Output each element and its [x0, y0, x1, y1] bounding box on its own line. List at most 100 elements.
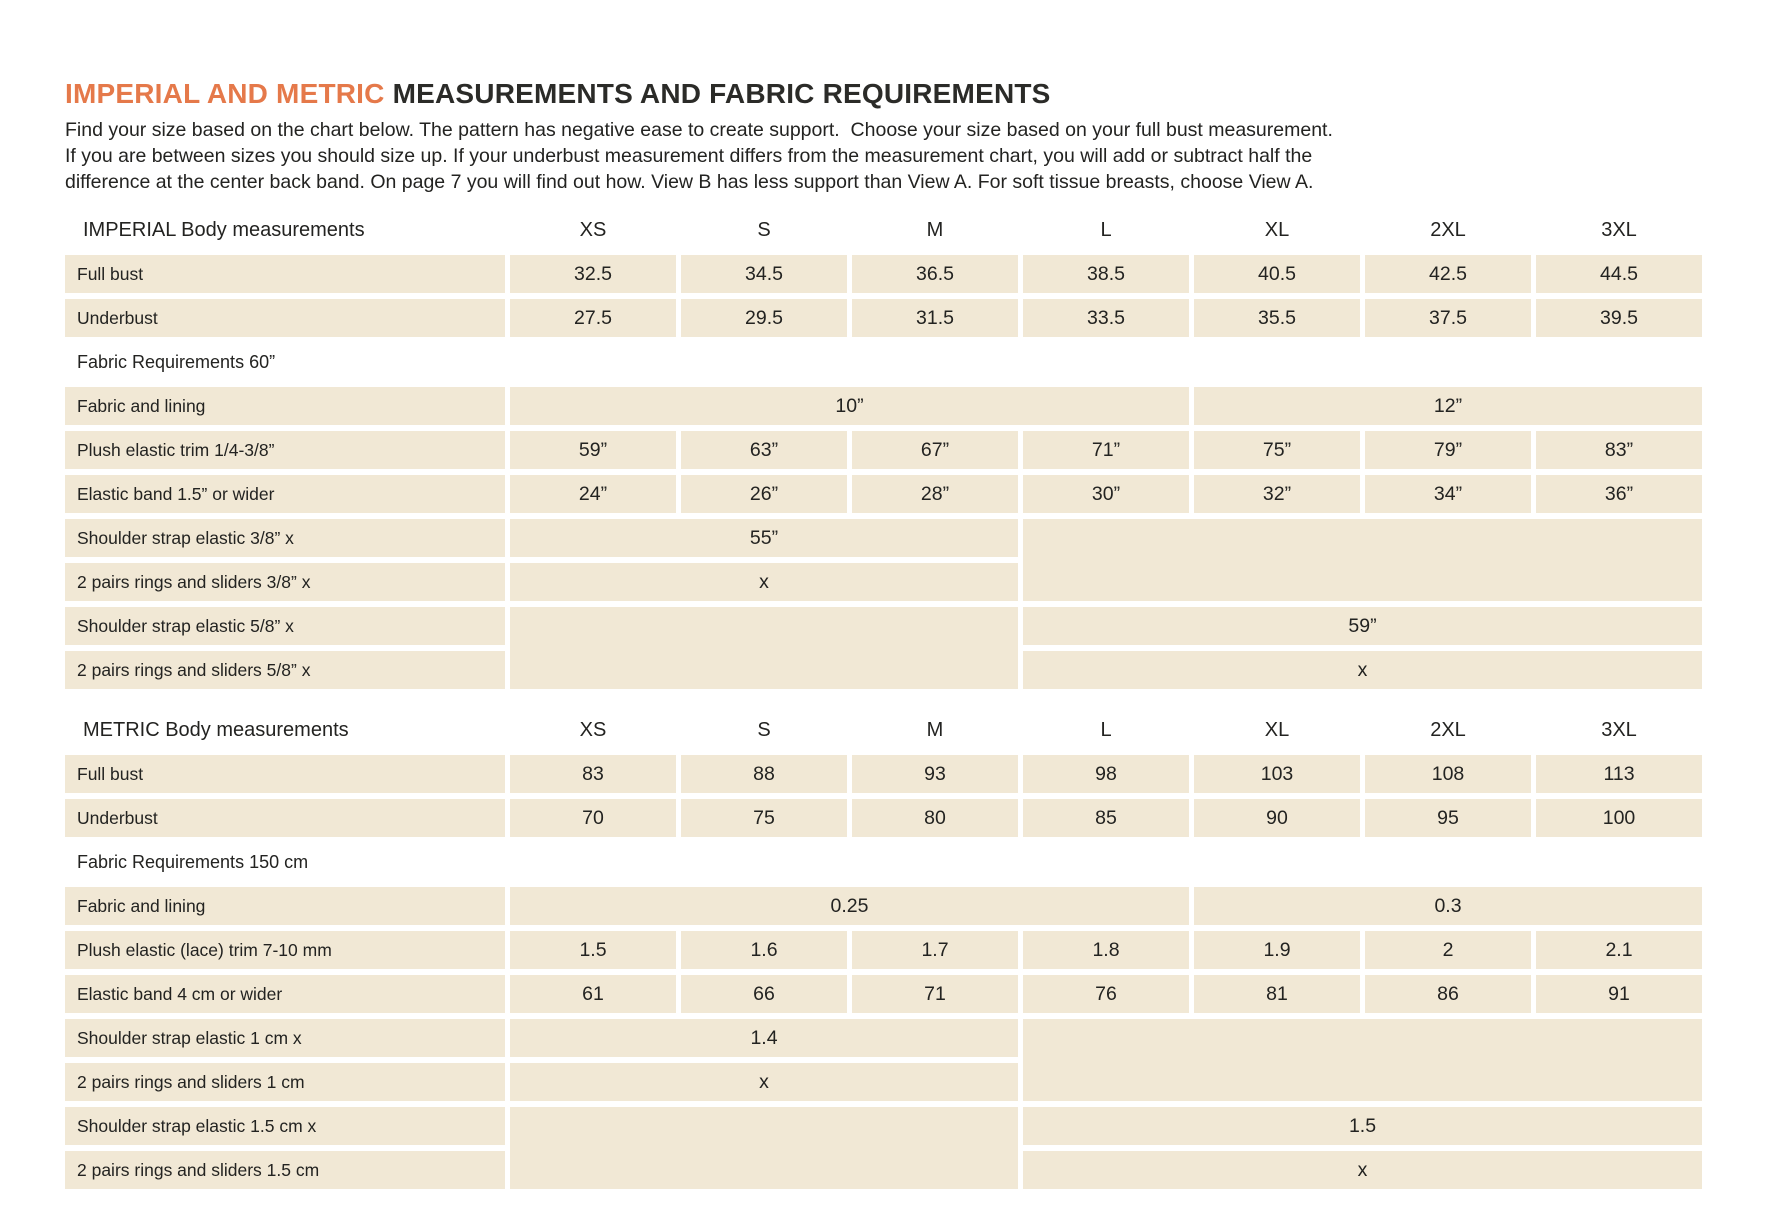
value-cell: 1.9: [1194, 931, 1360, 969]
size-header: XS: [579, 718, 607, 741]
value-cell: x: [510, 1063, 1018, 1101]
value-cell: 75: [681, 799, 847, 837]
value-cell: 38.5: [1023, 255, 1189, 293]
value-cell: 75”: [1194, 431, 1360, 469]
row-label: Plush elastic trim 1/4-3/8”: [65, 431, 505, 469]
size-header: 3XL: [1601, 718, 1637, 741]
table-header: IMPERIAL Body measurements: [83, 218, 365, 241]
table-header: METRIC Body measurements: [83, 718, 349, 741]
row-label: Fabric and lining: [65, 387, 505, 425]
value-cell: 55”: [510, 519, 1018, 557]
page-title-accent: IMPERIAL AND METRIC: [65, 78, 385, 109]
value-cell: 67”: [852, 431, 1018, 469]
size-header: L: [1100, 218, 1112, 241]
value-cell: 0.3: [1194, 887, 1702, 925]
value-cell: 71”: [1023, 431, 1189, 469]
value-cell: 86: [1365, 975, 1531, 1013]
value-cell: 113: [1536, 755, 1702, 793]
value-cell: 2.1: [1536, 931, 1702, 969]
value-cell: 42.5: [1365, 255, 1531, 293]
imperial-measurements-table: IMPERIAL Body measurements XS S M L XL 2XL 3XL F…: [65, 211, 1702, 689]
value-cell: 1.4: [510, 1019, 1018, 1057]
row-label: 2 pairs rings and sliders 5/8” x: [65, 651, 505, 689]
page-title: IMPERIAL AND METRIC MEASUREMENTS AND FAB…: [0, 0, 1774, 110]
value-cell: 36.5: [852, 255, 1018, 293]
value-cell: 63”: [681, 431, 847, 469]
value-cell: 98: [1023, 755, 1189, 793]
value-cell: 29.5: [681, 299, 847, 337]
value-cell: 36”: [1536, 475, 1702, 513]
value-cell: 100: [1536, 799, 1702, 837]
value-cell: 31.5: [852, 299, 1018, 337]
value-cell: 35.5: [1194, 299, 1360, 337]
value-cell: 1.7: [852, 931, 1018, 969]
size-header: XS: [579, 218, 607, 241]
value-cell: 27.5: [510, 299, 676, 337]
value-cell: 81: [1194, 975, 1360, 1013]
size-header: 2XL: [1430, 718, 1466, 741]
size-header: L: [1100, 718, 1112, 741]
value-cell: x: [510, 563, 1018, 601]
value-cell: x: [1023, 651, 1702, 689]
intro-line: If you are between sizes you should size…: [65, 145, 1313, 167]
value-cell: 59”: [510, 431, 676, 469]
row-label: Shoulder strap elastic 1.5 cm x: [65, 1107, 505, 1145]
size-header: M: [926, 718, 944, 741]
value-cell: 0.25: [510, 887, 1189, 925]
row-label: Plush elastic (lace) trim 7-10 mm: [65, 931, 505, 969]
value-cell: 108: [1365, 755, 1531, 793]
value-cell: 85: [1023, 799, 1189, 837]
row-label: Shoulder strap elastic 1 cm x: [65, 1019, 505, 1057]
value-cell: 30”: [1023, 475, 1189, 513]
value-cell: 34.5: [681, 255, 847, 293]
value-cell: x: [1023, 1151, 1702, 1189]
value-cell: 33.5: [1023, 299, 1189, 337]
value-cell: 26”: [681, 475, 847, 513]
value-cell: 1.6: [681, 931, 847, 969]
row-label: Underbust: [65, 799, 505, 837]
value-cell: 79”: [1365, 431, 1531, 469]
row-label: Full bust: [65, 755, 505, 793]
value-cell: 40.5: [1194, 255, 1360, 293]
value-cell: 93: [852, 755, 1018, 793]
empty-cell: [1023, 519, 1702, 601]
value-cell: 90: [1194, 799, 1360, 837]
metric-measurements-table: METRIC Body measurements XS S M L XL 2XL 3XL Ful…: [65, 711, 1702, 1189]
value-cell: 39.5: [1536, 299, 1702, 337]
value-cell: 1.5: [510, 931, 676, 969]
size-header: M: [926, 218, 944, 241]
row-label: Underbust: [65, 299, 505, 337]
value-cell: 1.8: [1023, 931, 1189, 969]
size-header: S: [757, 218, 771, 241]
row-label: Elastic band 4 cm or wider: [65, 975, 505, 1013]
value-cell: 10”: [510, 387, 1189, 425]
value-cell: 32”: [1194, 475, 1360, 513]
row-label: 2 pairs rings and sliders 1.5 cm: [65, 1151, 505, 1189]
size-header: 2XL: [1430, 218, 1466, 241]
value-cell: 34”: [1365, 475, 1531, 513]
value-cell: 28”: [852, 475, 1018, 513]
row-label: Fabric and lining: [65, 887, 505, 925]
intro-line: difference at the center back band. On p…: [65, 171, 1314, 193]
row-label: Shoulder strap elastic 3/8” x: [65, 519, 505, 557]
size-header: S: [757, 718, 771, 741]
row-label: Shoulder strap elastic 5/8” x: [65, 607, 505, 645]
value-cell: 91: [1536, 975, 1702, 1013]
value-cell: 37.5: [1365, 299, 1531, 337]
value-cell: 88: [681, 755, 847, 793]
section-label: Fabric Requirements 60”: [77, 351, 276, 372]
row-label: 2 pairs rings and sliders 1 cm: [65, 1063, 505, 1101]
value-cell: 103: [1194, 755, 1360, 793]
value-cell: 1.5: [1023, 1107, 1702, 1145]
value-cell: 83”: [1536, 431, 1702, 469]
value-cell: 70: [510, 799, 676, 837]
value-cell: 61: [510, 975, 676, 1013]
value-cell: 2: [1365, 931, 1531, 969]
row-label: 2 pairs rings and sliders 3/8” x: [65, 563, 505, 601]
value-cell: 76: [1023, 975, 1189, 1013]
value-cell: 12”: [1194, 387, 1702, 425]
value-cell: 44.5: [1536, 255, 1702, 293]
page-title-rest: MEASUREMENTS AND FABRIC REQUIREMENTS: [384, 78, 1051, 109]
size-header: XL: [1264, 718, 1290, 741]
